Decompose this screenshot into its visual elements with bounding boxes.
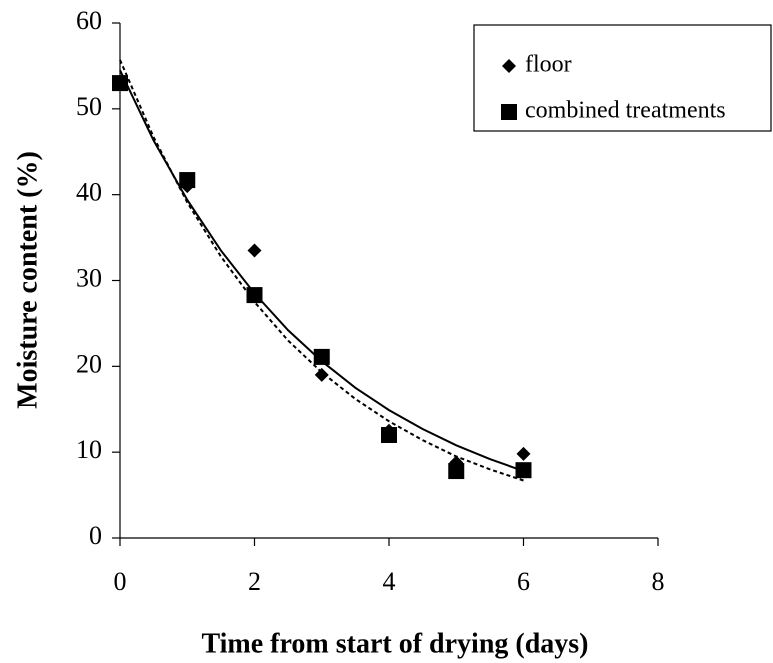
x-tick-label: 4 bbox=[383, 567, 396, 596]
x-axis-title: Time from start of drying (days) bbox=[201, 628, 588, 659]
y-tick-label: 0 bbox=[89, 521, 102, 550]
square-marker bbox=[313, 348, 330, 365]
square-marker bbox=[448, 463, 465, 480]
square-marker bbox=[246, 287, 263, 304]
y-tick-label: 60 bbox=[76, 6, 102, 35]
diamond-marker bbox=[247, 243, 262, 258]
x-tick-label: 0 bbox=[114, 567, 127, 596]
square-marker bbox=[515, 462, 532, 479]
y-tick-label: 40 bbox=[76, 178, 102, 207]
trend-line bbox=[119, 69, 524, 472]
square-marker bbox=[179, 172, 196, 189]
y-tick-label: 50 bbox=[76, 92, 102, 121]
square-marker bbox=[381, 427, 397, 443]
x-tick-label: 2 bbox=[248, 567, 261, 596]
x-tick-label: 6 bbox=[517, 567, 530, 596]
square-marker bbox=[112, 75, 128, 92]
legend-box bbox=[473, 24, 772, 132]
y-axis-title: Moisture content (%) bbox=[12, 151, 43, 409]
legend-label: floor bbox=[525, 52, 572, 78]
square-marker bbox=[501, 104, 517, 120]
y-tick-label: 10 bbox=[76, 435, 102, 464]
trend-line bbox=[119, 59, 524, 482]
x-tick-label: 8 bbox=[652, 567, 665, 596]
y-tick-label: 30 bbox=[76, 263, 102, 292]
y-tick-label: 20 bbox=[76, 349, 102, 378]
legend-label: combined treatments bbox=[525, 98, 726, 124]
diamond-marker bbox=[516, 446, 531, 461]
diamond-marker bbox=[314, 367, 329, 382]
diamond-marker bbox=[502, 59, 516, 73]
